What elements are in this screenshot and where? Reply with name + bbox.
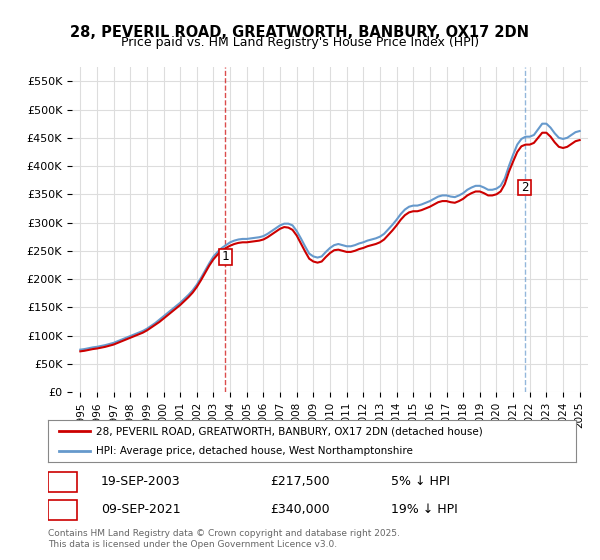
FancyBboxPatch shape (48, 472, 77, 492)
Text: 09-SEP-2021: 09-SEP-2021 (101, 503, 181, 516)
Text: 2: 2 (521, 181, 529, 194)
Text: 28, PEVERIL ROAD, GREATWORTH, BANBURY, OX17 2DN (detached house): 28, PEVERIL ROAD, GREATWORTH, BANBURY, O… (95, 426, 482, 436)
Text: Contains HM Land Registry data © Crown copyright and database right 2025.
This d: Contains HM Land Registry data © Crown c… (48, 529, 400, 549)
Text: £217,500: £217,500 (270, 475, 329, 488)
Text: HPI: Average price, detached house, West Northamptonshire: HPI: Average price, detached house, West… (95, 446, 412, 456)
FancyBboxPatch shape (48, 500, 77, 520)
Text: 2: 2 (59, 503, 66, 516)
Text: 28, PEVERIL ROAD, GREATWORTH, BANBURY, OX17 2DN: 28, PEVERIL ROAD, GREATWORTH, BANBURY, O… (71, 25, 530, 40)
Text: 5% ↓ HPI: 5% ↓ HPI (391, 475, 450, 488)
FancyBboxPatch shape (518, 180, 531, 195)
Text: 1: 1 (222, 250, 229, 263)
FancyBboxPatch shape (219, 249, 232, 265)
Text: 19-SEP-2003: 19-SEP-2003 (101, 475, 181, 488)
Text: 1: 1 (59, 475, 66, 488)
Text: Price paid vs. HM Land Registry's House Price Index (HPI): Price paid vs. HM Land Registry's House … (121, 36, 479, 49)
Text: 19% ↓ HPI: 19% ↓ HPI (391, 503, 458, 516)
Text: £340,000: £340,000 (270, 503, 329, 516)
